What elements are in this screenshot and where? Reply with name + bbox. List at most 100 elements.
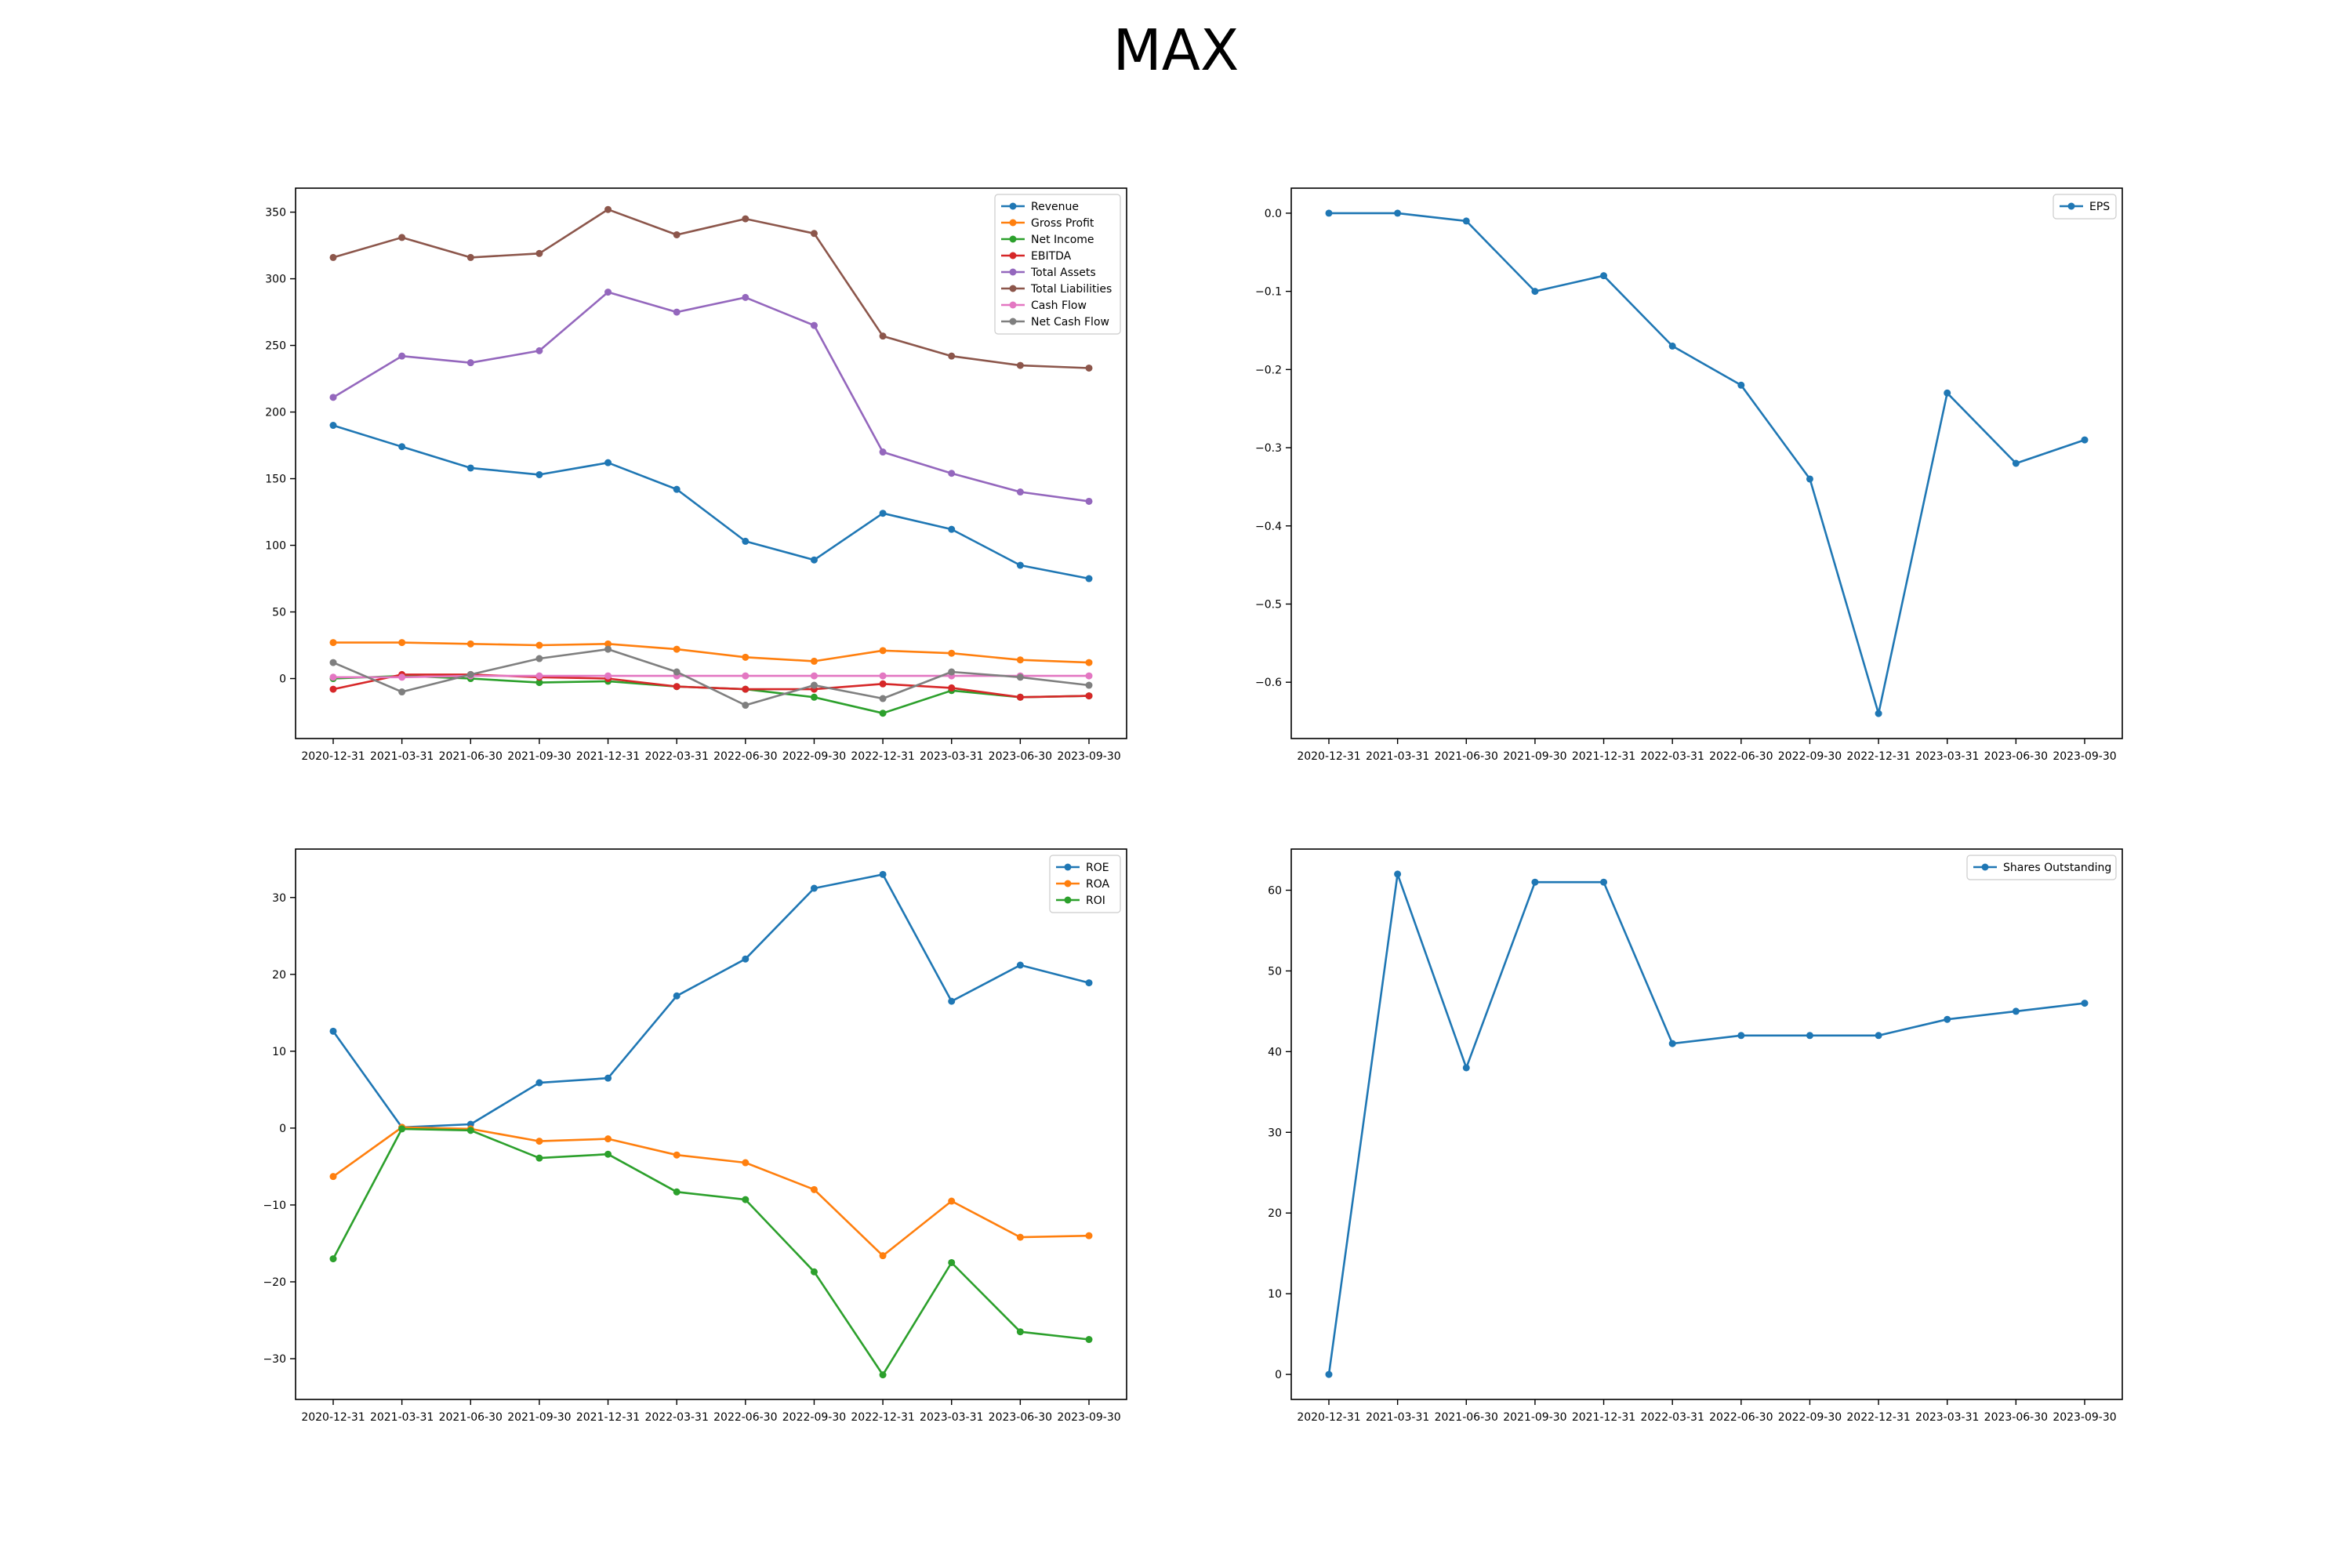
- data-point: [1394, 209, 1402, 217]
- legend-label: Net Cash Flow: [1031, 316, 1109, 328]
- data-point: [2012, 459, 2020, 467]
- data-point: [673, 683, 681, 691]
- legend-label: Cash Flow: [1031, 299, 1087, 312]
- data-point: [1016, 1328, 1024, 1336]
- data-point: [1085, 681, 1093, 689]
- data-point: [673, 645, 681, 653]
- data-point: [2012, 1007, 2020, 1015]
- x-tick-label: 2022-03-31: [644, 1411, 708, 1424]
- data-point: [535, 641, 543, 649]
- x-tick-label: 2023-09-30: [1057, 750, 1120, 763]
- data-point: [604, 1135, 612, 1143]
- data-point: [810, 693, 818, 701]
- data-point: [398, 234, 406, 241]
- data-point: [810, 884, 818, 892]
- y-tick-label: 50: [1268, 965, 1282, 978]
- data-point: [879, 1371, 887, 1379]
- legend-swatch-marker: [1009, 235, 1017, 243]
- data-point: [948, 525, 956, 533]
- x-tick-label: 2023-09-30: [1057, 1411, 1120, 1424]
- x-tick-label: 2023-06-30: [989, 1411, 1052, 1424]
- data-point: [673, 308, 681, 316]
- data-point: [1016, 961, 1024, 969]
- series-line: [332, 1126, 1090, 1257]
- x-tick-label: 2022-09-30: [1778, 750, 1842, 763]
- y-tick-label: 10: [1268, 1288, 1282, 1301]
- legend-swatch-marker: [1064, 863, 1072, 871]
- data-point: [810, 657, 818, 665]
- x-tick-label: 2021-12-31: [576, 750, 640, 763]
- data-point: [879, 448, 887, 456]
- legend-label: EBITDA: [1031, 250, 1072, 263]
- data-point: [1085, 497, 1093, 505]
- data-point: [1462, 1064, 1470, 1072]
- x-tick-label: 2023-09-30: [2053, 1411, 2116, 1424]
- data-point: [1806, 1032, 1813, 1040]
- data-point: [879, 332, 887, 340]
- series-line: [332, 873, 1090, 1129]
- x-tick-label: 2021-12-31: [576, 1411, 640, 1424]
- series-line: [1329, 212, 2085, 715]
- y-tick-label: −30: [263, 1353, 286, 1366]
- series-gross-profit: [329, 639, 1093, 666]
- legend-label: Total Liabilities: [1030, 283, 1112, 296]
- data-point: [742, 672, 750, 680]
- legend: ROE ROA ROI: [1049, 855, 1121, 913]
- data-point: [1875, 1032, 1882, 1040]
- data-point: [879, 510, 887, 517]
- data-point: [673, 992, 681, 1000]
- y-tick-label: 100: [265, 540, 286, 553]
- legend-swatch-marker: [1009, 301, 1017, 309]
- series-revenue: [329, 422, 1093, 583]
- data-point: [329, 673, 337, 681]
- series-line: [332, 648, 1090, 706]
- legend-swatch-marker: [1009, 219, 1017, 227]
- data-point: [1462, 217, 1470, 225]
- x-tick-label: 2022-12-31: [851, 1411, 914, 1424]
- y-tick-label: 200: [265, 407, 286, 419]
- series-roi: [329, 1125, 1093, 1379]
- series-roe: [329, 870, 1093, 1131]
- data-point: [1737, 381, 1745, 389]
- data-point: [810, 556, 818, 564]
- x-tick-label: 2023-06-30: [1984, 1411, 2048, 1424]
- legend-swatch-marker: [1981, 863, 1989, 871]
- data-point: [398, 1125, 406, 1133]
- data-point: [742, 955, 750, 963]
- chart-financials: 2020-12-31 2021-03-31 2021-06-30 2021-09-30…: [265, 187, 1127, 763]
- data-point: [466, 253, 474, 261]
- data-point: [879, 1252, 887, 1260]
- data-point: [948, 684, 956, 691]
- data-point: [948, 997, 956, 1005]
- x-tick-label: 2023-06-30: [989, 750, 1052, 763]
- chart-shares: 2020-12-31 2021-03-31 2021-06-30 2021-09-30…: [1268, 848, 2123, 1424]
- data-point: [1085, 979, 1093, 987]
- data-point: [1600, 272, 1608, 280]
- data-point: [329, 253, 337, 261]
- data-point: [535, 1138, 543, 1145]
- data-point: [1325, 1370, 1333, 1378]
- y-tick-label: 0: [279, 673, 286, 686]
- series-line: [332, 424, 1090, 580]
- data-point: [1016, 673, 1024, 681]
- y-tick-label: 0: [279, 1123, 286, 1135]
- data-point: [1085, 672, 1093, 680]
- data-point: [1016, 1233, 1024, 1241]
- axes-frame: [295, 187, 1127, 739]
- x-tick-label: 2022-06-30: [713, 1411, 777, 1424]
- y-tick-label: 60: [1268, 884, 1282, 897]
- data-point: [1668, 342, 1676, 350]
- legend-swatch-marker: [1009, 318, 1017, 325]
- y-tick-label: −0.4: [1255, 521, 1282, 533]
- x-tick-label: 2022-09-30: [782, 750, 846, 763]
- data-point: [1085, 1336, 1093, 1344]
- data-point: [810, 1268, 818, 1276]
- data-point: [742, 1196, 750, 1203]
- x-tick-label: 2021-09-30: [507, 1411, 571, 1424]
- series-line: [333, 674, 1089, 679]
- legend-label: Revenue: [1031, 201, 1079, 213]
- data-point: [466, 670, 474, 678]
- y-tick-label: −0.2: [1255, 364, 1282, 376]
- data-point: [398, 352, 406, 360]
